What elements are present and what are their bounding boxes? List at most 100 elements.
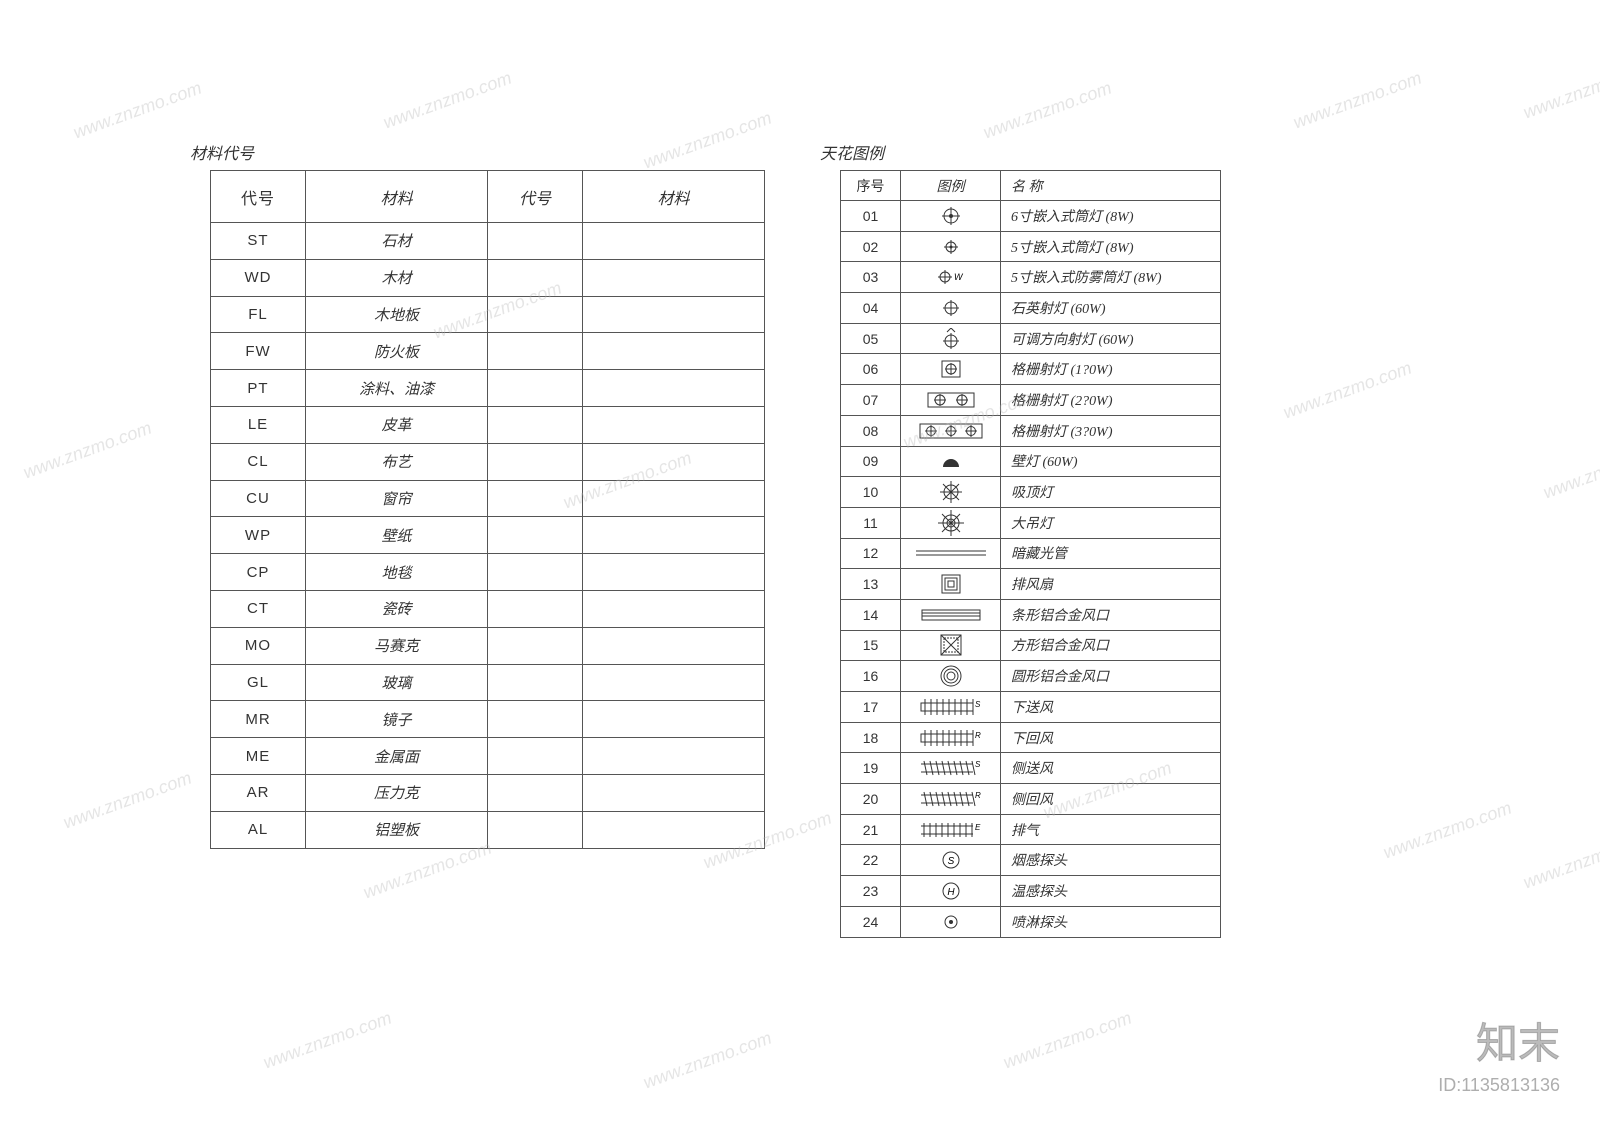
watermark-text: www.znzmo.com <box>1000 1008 1134 1074</box>
table-row: 15方形铝合金风口 <box>841 630 1221 661</box>
svg-text:S: S <box>975 760 981 769</box>
watermark-text: www.znzmo.com <box>1380 798 1514 864</box>
cell-material: 皮革 <box>306 406 488 443</box>
watermark-text: www.znzmo.com <box>60 768 194 834</box>
cell-code-empty <box>488 443 583 480</box>
cell-seq: 11 <box>841 507 901 538</box>
cell-material: 防火板 <box>306 333 488 370</box>
cell-seq: 16 <box>841 661 901 692</box>
cell-symbol-supply-side: S <box>901 753 1001 784</box>
cell-name: 大吊灯 <box>1001 507 1221 538</box>
table-row: CU窗帘 <box>211 480 765 517</box>
cell-material-empty <box>583 590 765 627</box>
table-row: CP地毯 <box>211 554 765 591</box>
cell-material-empty <box>583 664 765 701</box>
watermark-text: www.znzmo.com <box>1290 68 1424 134</box>
watermark-text: www.znzmo.com <box>70 78 204 144</box>
cell-material-empty <box>583 370 765 407</box>
svg-text:E: E <box>975 823 981 832</box>
cell-seq: 23 <box>841 876 901 907</box>
table-row: PT涂料、油漆 <box>211 370 765 407</box>
watermark-text: www.znzmo.com <box>640 108 774 174</box>
cell-code-empty <box>488 296 583 333</box>
cell-name: 方形铝合金风口 <box>1001 630 1221 661</box>
cell-code-empty <box>488 554 583 591</box>
table-row: WP壁纸 <box>211 517 765 554</box>
cell-material: 镜子 <box>306 701 488 738</box>
cell-name: 吸顶灯 <box>1001 477 1221 508</box>
table-row: 18R下回风 <box>841 722 1221 753</box>
table-row: FW防火板 <box>211 333 765 370</box>
cell-code: LE <box>211 406 306 443</box>
cell-seq: 09 <box>841 446 901 477</box>
cell-code: PT <box>211 370 306 407</box>
header-symbol: 图例 <box>901 171 1001 201</box>
watermark-text: www.znzmo.com <box>1280 358 1414 424</box>
cell-code-empty <box>488 701 583 738</box>
cell-code-empty <box>488 370 583 407</box>
cell-seq: 13 <box>841 569 901 600</box>
table-row: CT瓷砖 <box>211 590 765 627</box>
cell-code: GL <box>211 664 306 701</box>
table-row: 21E排气 <box>841 814 1221 845</box>
watermark-text: www.znzmo.com <box>1520 828 1600 894</box>
header-code: 代号 <box>211 171 306 223</box>
cell-symbol-grille-3 <box>901 415 1001 446</box>
cell-code: FL <box>211 296 306 333</box>
cell-code: WD <box>211 259 306 296</box>
cell-code: WP <box>211 517 306 554</box>
cell-material: 玻璃 <box>306 664 488 701</box>
table-row: 11 大吊灯 <box>841 507 1221 538</box>
cell-code-empty <box>488 738 583 775</box>
cell-seq: 20 <box>841 784 901 815</box>
cell-name: 石英射灯 (60W) <box>1001 293 1221 324</box>
svg-text:S: S <box>975 700 981 709</box>
header-code-2: 代号 <box>488 171 583 223</box>
cell-material-empty <box>583 517 765 554</box>
table-row: 19S侧送风 <box>841 753 1221 784</box>
cell-material: 瓷砖 <box>306 590 488 627</box>
table-row: LE皮革 <box>211 406 765 443</box>
table-row: 06 格栅射灯 (1?0W) <box>841 354 1221 385</box>
table-row: FL木地板 <box>211 296 765 333</box>
cell-symbol-spot-adj <box>901 323 1001 354</box>
cell-material: 石材 <box>306 223 488 260</box>
table-row: 20R侧回风 <box>841 784 1221 815</box>
svg-text:H: H <box>947 887 955 898</box>
cell-seq: 06 <box>841 354 901 385</box>
brand-logo: 知末 <box>1476 1010 1560 1071</box>
cell-symbol-grille-1 <box>901 354 1001 385</box>
cell-name: 侧送风 <box>1001 753 1221 784</box>
cell-symbol-smoke-detector: S <box>901 845 1001 876</box>
cell-seq: 21 <box>841 814 901 845</box>
cell-symbol-spot-quartz <box>901 293 1001 324</box>
table-row: 025寸嵌入式筒灯 (8W) <box>841 231 1221 262</box>
cell-name: 5寸嵌入式防雾筒灯 (8W) <box>1001 262 1221 293</box>
cell-material-empty <box>583 443 765 480</box>
cell-material: 马赛克 <box>306 627 488 664</box>
cell-name: 烟感探头 <box>1001 845 1221 876</box>
header-material: 材料 <box>306 171 488 223</box>
svg-text:R: R <box>975 731 981 740</box>
cell-code: ST <box>211 223 306 260</box>
right-table-title: 天花图例 <box>820 140 884 164</box>
cell-code-empty <box>488 406 583 443</box>
cell-symbol-grille-2 <box>901 385 1001 416</box>
cell-symbol-chandelier <box>901 507 1001 538</box>
cell-code-empty <box>488 259 583 296</box>
cell-seq: 14 <box>841 599 901 630</box>
cell-seq: 01 <box>841 201 901 232</box>
cell-name: 格栅射灯 (1?0W) <box>1001 354 1221 385</box>
watermark-text: www.znzmo.com <box>640 1028 774 1094</box>
cell-code-empty <box>488 223 583 260</box>
table-row: 16圆形铝合金风口 <box>841 661 1221 692</box>
table-row: 14条形铝合金风口 <box>841 599 1221 630</box>
table-header-row: 代号 材料 代号 材料 <box>211 171 765 223</box>
table-row: AL铝塑板 <box>211 811 765 848</box>
cell-symbol-exhaust: E <box>901 814 1001 845</box>
cell-name: 格栅射灯 (3?0W) <box>1001 415 1221 446</box>
svg-text:S: S <box>947 856 954 867</box>
cell-seq: 04 <box>841 293 901 324</box>
cell-seq: 17 <box>841 692 901 723</box>
cell-name: 下送风 <box>1001 692 1221 723</box>
